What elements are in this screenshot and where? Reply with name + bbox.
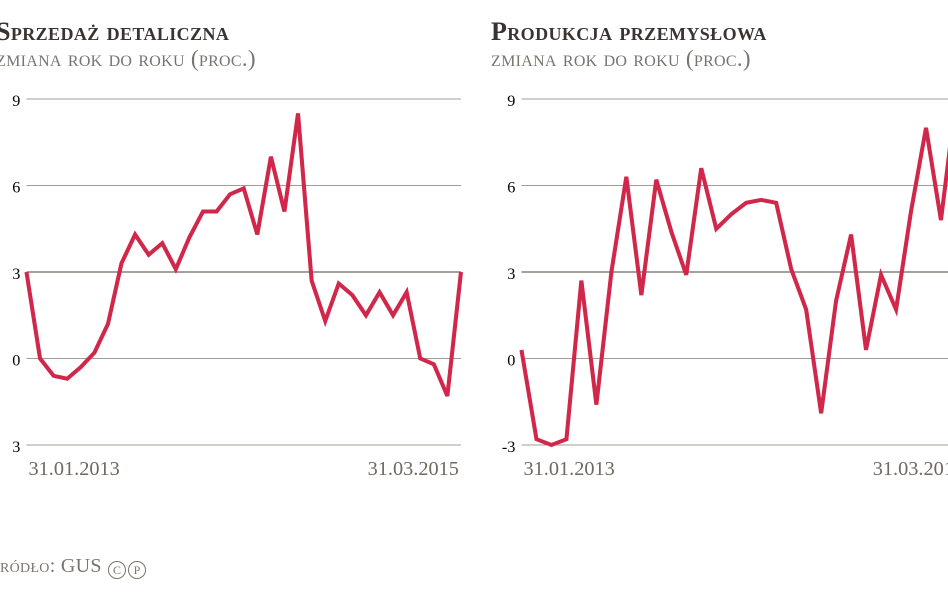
chart-title-production: Produkcja przemysłowa [491, 18, 948, 45]
svg-text:0: 0 [12, 353, 20, 370]
svg-text:31.01.2013: 31.01.2013 [523, 459, 614, 481]
chart-plot-production: -3 0 3 6 9 31.01.2013 31.03.201 [491, 91, 948, 491]
source-footer: ródło: GUS CP [0, 555, 147, 579]
svg-text:-3: -3 [502, 440, 516, 457]
panel-retail: Sprzedaż detaliczna zmiana rok do roku (… [0, 18, 463, 491]
chart-title-retail: Sprzedaż detaliczna [0, 18, 463, 45]
source-text: GUS [61, 555, 102, 577]
chart-subtitle-retail: zmiana rok do roku (proc.) [0, 47, 463, 71]
svg-text:3: 3 [507, 267, 515, 284]
svg-text:31.03.201: 31.03.201 [873, 459, 948, 481]
svg-text:3: 3 [12, 440, 20, 457]
svg-text:31.01.2013: 31.01.2013 [28, 459, 119, 481]
charts-row: Sprzedaż detaliczna zmiana rok do roku (… [0, 18, 948, 491]
svg-text:6: 6 [507, 180, 515, 197]
chart-plot-retail: 3 0 3 6 9 31.01.2013 31.03.2015 [0, 91, 463, 491]
chart-subtitle-production: zmiana rok do roku (proc.) [491, 47, 948, 71]
phonogram-icon: P [128, 561, 146, 579]
copyright-icon: C [108, 561, 126, 579]
svg-text:6: 6 [12, 180, 20, 197]
svg-text:0: 0 [507, 353, 515, 370]
svg-text:31.03.2015: 31.03.2015 [368, 459, 459, 481]
page: Sprzedaż detaliczna zmiana rok do roku (… [0, 0, 948, 593]
panel-production: Produkcja przemysłowa zmiana rok do roku… [491, 18, 948, 491]
source-prefix: ródło: [0, 555, 56, 577]
svg-text:3: 3 [12, 267, 20, 284]
svg-text:9: 9 [507, 94, 515, 111]
svg-text:9: 9 [12, 94, 20, 111]
